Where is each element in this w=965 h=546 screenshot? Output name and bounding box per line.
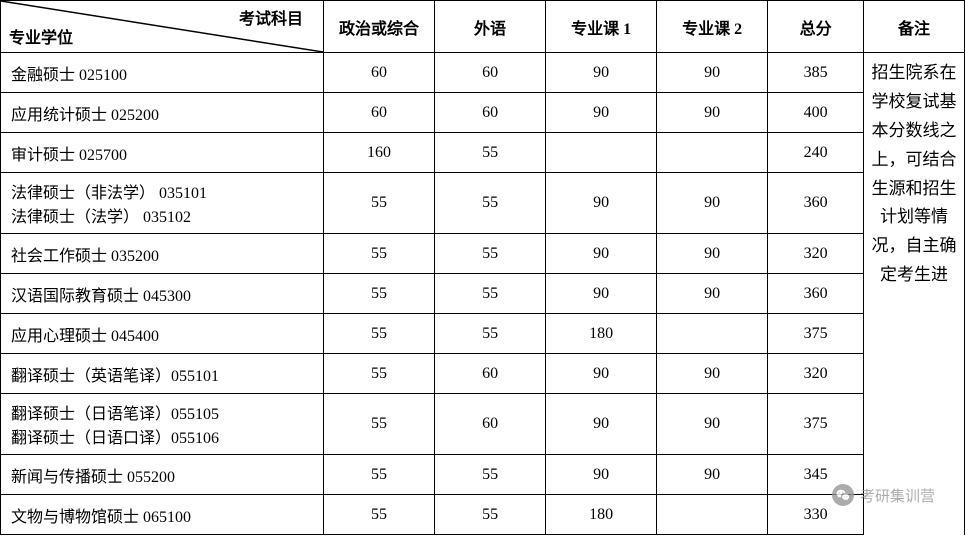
admission-score-table: 考试科目 专业学位 政治或综合 外语 专业课 1 专业课 2 总分 备注 金融硕… (0, 0, 965, 535)
score-cell: 60 (324, 93, 435, 133)
degree-cell: 金融硕士 025100 (1, 53, 324, 93)
table-row: 汉语国际教育硕士 04530055559090360 (1, 274, 965, 314)
score-cell: 90 (657, 173, 768, 234)
score-cell: 60 (324, 53, 435, 93)
score-cell: 345 (768, 455, 864, 495)
score-cell: 55 (435, 274, 546, 314)
score-cell: 55 (324, 234, 435, 274)
score-cell: 55 (324, 495, 435, 535)
score-cell: 90 (657, 354, 768, 394)
degree-cell: 审计硕士 025700 (1, 133, 324, 173)
remark-cell: 招生院系在学校复试基本分数线之上，可结合生源和招生计划等情况，自主确定考生进 (864, 53, 965, 535)
score-cell: 375 (768, 394, 864, 455)
score-cell: 55 (435, 234, 546, 274)
header-exam-subject: 考试科目 (239, 5, 303, 29)
score-cell: 330 (768, 495, 864, 535)
score-cell: 90 (657, 455, 768, 495)
table-row: 应用心理硕士 0454005555180375 (1, 314, 965, 354)
degree-cell: 新闻与传播硕士 055200 (1, 455, 324, 495)
score-cell: 90 (657, 93, 768, 133)
table-row: 审计硕士 02570016055 240 (1, 133, 965, 173)
score-cell: 60 (435, 354, 546, 394)
score-cell: 90 (546, 173, 657, 234)
header-foreign-lang: 外语 (435, 1, 546, 53)
score-cell: 90 (546, 234, 657, 274)
diagonal-header: 考试科目 专业学位 (1, 1, 324, 53)
score-cell: 60 (435, 53, 546, 93)
score-cell (657, 133, 768, 173)
score-cell: 90 (546, 354, 657, 394)
score-cell: 55 (435, 314, 546, 354)
score-cell: 60 (435, 394, 546, 455)
degree-cell: 应用统计硕士 025200 (1, 93, 324, 133)
score-cell: 90 (657, 53, 768, 93)
score-cell: 90 (546, 394, 657, 455)
score-cell: 55 (435, 173, 546, 234)
degree-cell: 应用心理硕士 045400 (1, 314, 324, 354)
table-row: 翻译硕士（英语笔译）05510155609090320 (1, 354, 965, 394)
score-cell: 55 (324, 455, 435, 495)
score-cell: 55 (324, 274, 435, 314)
score-cell: 360 (768, 274, 864, 314)
score-cell (657, 495, 768, 535)
score-cell (546, 133, 657, 173)
score-cell: 90 (657, 274, 768, 314)
table-row: 新闻与传播硕士 05520055559090345 (1, 455, 965, 495)
score-cell: 60 (435, 93, 546, 133)
score-cell: 240 (768, 133, 864, 173)
score-cell: 55 (324, 314, 435, 354)
header-remark: 备注 (864, 1, 965, 53)
score-cell: 55 (435, 133, 546, 173)
header-subject2: 专业课 2 (657, 1, 768, 53)
table-row: 社会工作硕士 03520055559090320 (1, 234, 965, 274)
score-cell: 90 (657, 234, 768, 274)
table-row: 文物与博物馆硕士 0651005555180330 (1, 495, 965, 535)
degree-cell: 法律硕士（非法学） 035101 法律硕士（法学） 035102 (1, 173, 324, 234)
table-row: 翻译硕士（日语笔译）055105 翻译硕士（日语口译）0551065560909… (1, 394, 965, 455)
score-cell: 55 (324, 173, 435, 234)
degree-cell: 文物与博物馆硕士 065100 (1, 495, 324, 535)
table-row: 应用统计硕士 02520060609090400 (1, 93, 965, 133)
score-cell: 385 (768, 53, 864, 93)
score-cell: 90 (546, 93, 657, 133)
score-cell: 320 (768, 234, 864, 274)
score-cell: 320 (768, 354, 864, 394)
score-cell: 400 (768, 93, 864, 133)
score-cell: 90 (546, 53, 657, 93)
header-politics: 政治或综合 (324, 1, 435, 53)
table-row: 金融硕士 02510060609090385招生院系在学校复试基本分数线之上，可… (1, 53, 965, 93)
score-cell: 360 (768, 173, 864, 234)
score-cell: 55 (324, 394, 435, 455)
score-cell: 55 (435, 455, 546, 495)
score-cell: 90 (546, 455, 657, 495)
table-header-row: 考试科目 专业学位 政治或综合 外语 专业课 1 专业课 2 总分 备注 (1, 1, 965, 53)
score-cell: 180 (546, 495, 657, 535)
table-row: 法律硕士（非法学） 035101 法律硕士（法学） 03510255559090… (1, 173, 965, 234)
score-cell: 90 (657, 394, 768, 455)
degree-cell: 翻译硕士（英语笔译）055101 (1, 354, 324, 394)
score-cell: 180 (546, 314, 657, 354)
score-cell: 375 (768, 314, 864, 354)
score-cell: 55 (435, 495, 546, 535)
degree-cell: 社会工作硕士 035200 (1, 234, 324, 274)
degree-cell: 汉语国际教育硕士 045300 (1, 274, 324, 314)
degree-cell: 翻译硕士（日语笔译）055105 翻译硕士（日语口译）055106 (1, 394, 324, 455)
score-cell (657, 314, 768, 354)
score-cell: 90 (546, 274, 657, 314)
header-subject1: 专业课 1 (546, 1, 657, 53)
score-cell: 160 (324, 133, 435, 173)
score-cell: 55 (324, 354, 435, 394)
header-degree: 专业学位 (9, 24, 73, 48)
header-total: 总分 (768, 1, 864, 53)
